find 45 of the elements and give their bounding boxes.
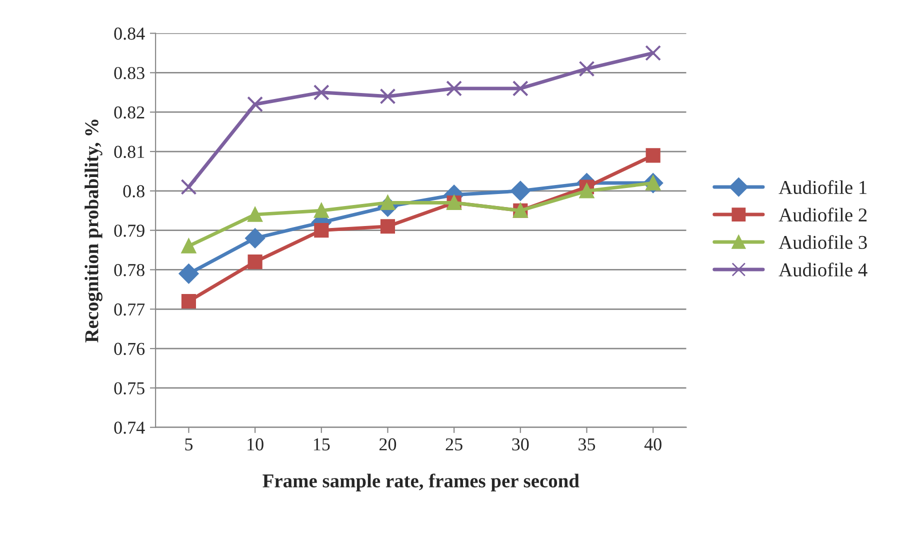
legend-label: Audiofile 4 (778, 262, 868, 276)
point (247, 96, 264, 112)
x-tick-label: 15 (314, 438, 330, 450)
x-tick-label: 5 (185, 438, 193, 450)
point (181, 238, 196, 254)
point (313, 84, 330, 100)
legend-label: Audiofile 1 (778, 180, 866, 194)
point (314, 223, 329, 238)
point (446, 80, 462, 96)
x-tick-label: 40 (644, 438, 662, 450)
legend-label: Audiofile 2 (778, 208, 867, 222)
x-tick-label: 20 (379, 438, 396, 450)
y-tick-label: 0.8 (123, 185, 144, 198)
x-tick-label: 30 (512, 438, 529, 450)
legend-label: Audiofile 3 (778, 235, 867, 249)
x-axis-title: Frame sample rate, frames per second (262, 474, 580, 492)
point (314, 203, 329, 218)
y-tick-label: 0.83 (114, 66, 144, 80)
point (646, 148, 660, 163)
y-tick-label: 0.75 (114, 382, 144, 394)
point (380, 88, 396, 104)
point (248, 254, 262, 270)
point (579, 184, 594, 198)
point (578, 60, 595, 77)
y-axis-title: Recognition probability, % (84, 120, 102, 342)
point (180, 178, 197, 195)
y-tick-label: 0.77 (114, 303, 145, 316)
point (380, 219, 396, 234)
y-tick-label: 0.79 (114, 224, 144, 237)
y-tick-label: 0.74 (114, 422, 145, 434)
point (512, 80, 528, 96)
point (181, 294, 196, 309)
y-tick-label: 0.78 (114, 264, 144, 276)
y-tick-label: 0.81 (114, 146, 144, 158)
point (248, 207, 262, 222)
point (510, 181, 530, 201)
y-tick-label: 0.76 (114, 342, 145, 356)
point (245, 228, 265, 248)
x-tick-label: 25 (446, 438, 462, 450)
y-tick-label: 0.84 (114, 28, 145, 40)
y-tick-label: 0.82 (114, 106, 144, 119)
x-tick-label: 10 (248, 438, 264, 450)
point (178, 264, 199, 284)
x-tick-label: 35 (578, 438, 596, 450)
point (645, 45, 662, 61)
